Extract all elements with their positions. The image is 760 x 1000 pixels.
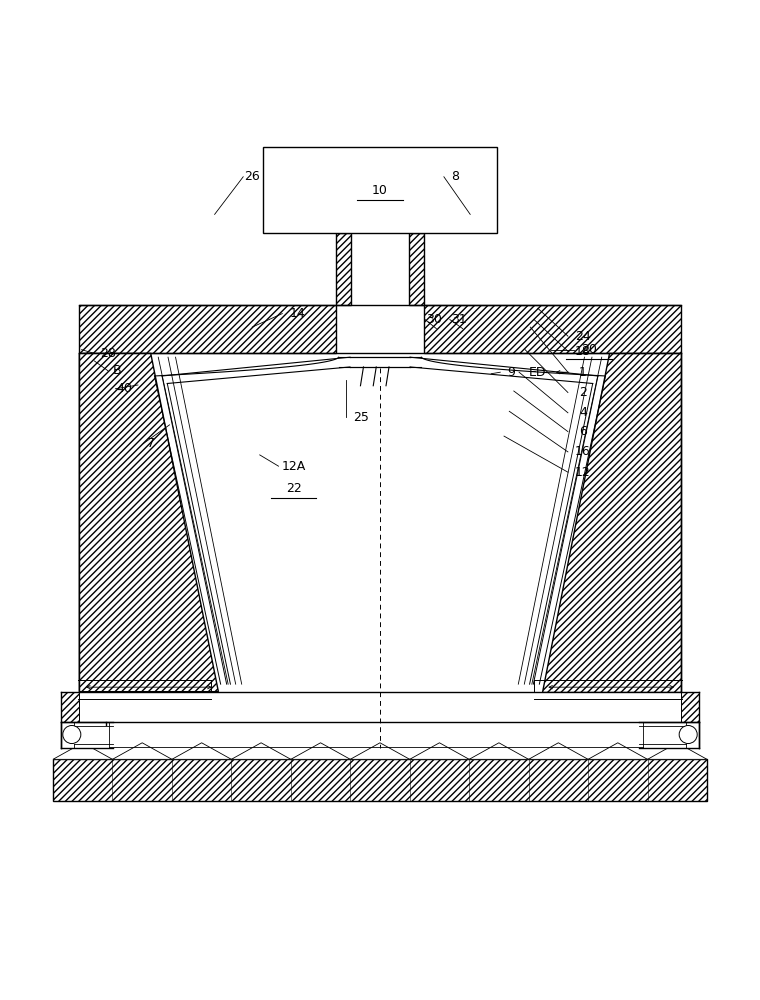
Text: B: B	[112, 364, 122, 377]
Text: 14: 14	[290, 307, 306, 320]
Bar	[264, 147, 496, 233]
Polygon shape	[542, 353, 681, 692]
Polygon shape	[79, 353, 218, 692]
Polygon shape	[61, 692, 79, 722]
Text: 24: 24	[575, 330, 591, 343]
Polygon shape	[681, 692, 699, 722]
Text: 6: 6	[579, 425, 587, 438]
Polygon shape	[172, 743, 231, 759]
Polygon shape	[529, 743, 588, 759]
Bar	[79, 692, 681, 722]
Polygon shape	[79, 305, 337, 353]
Text: 31: 31	[451, 313, 467, 326]
Text: 40: 40	[116, 382, 132, 395]
Text: 8: 8	[451, 170, 459, 183]
Polygon shape	[61, 722, 109, 748]
Text: 26: 26	[245, 170, 260, 183]
Text: 1: 1	[579, 366, 587, 379]
Text: 25: 25	[353, 411, 369, 424]
Bar	[53, 759, 707, 801]
Text: ED: ED	[529, 366, 546, 379]
Polygon shape	[231, 743, 291, 759]
Circle shape	[63, 726, 81, 744]
Polygon shape	[648, 743, 707, 759]
Text: 7: 7	[147, 437, 155, 450]
Text: 28: 28	[100, 347, 116, 360]
Text: 20: 20	[581, 343, 597, 356]
Polygon shape	[112, 743, 172, 759]
Polygon shape	[350, 743, 410, 759]
Circle shape	[679, 726, 697, 744]
Text: 12: 12	[575, 466, 591, 479]
Polygon shape	[409, 233, 423, 305]
Text: 30: 30	[426, 313, 442, 326]
Polygon shape	[410, 743, 469, 759]
Text: 9: 9	[507, 366, 515, 379]
Text: 18: 18	[575, 345, 591, 358]
Polygon shape	[423, 305, 681, 353]
Polygon shape	[53, 743, 112, 759]
Text: 10: 10	[372, 184, 388, 197]
Polygon shape	[643, 722, 699, 748]
Polygon shape	[469, 743, 529, 759]
Text: 16: 16	[575, 445, 591, 458]
Polygon shape	[291, 743, 350, 759]
Text: 4: 4	[579, 406, 587, 419]
Text: 22: 22	[286, 482, 302, 495]
Text: 12A: 12A	[281, 460, 306, 473]
Polygon shape	[337, 233, 351, 305]
Text: 2: 2	[579, 386, 587, 399]
Polygon shape	[588, 743, 648, 759]
